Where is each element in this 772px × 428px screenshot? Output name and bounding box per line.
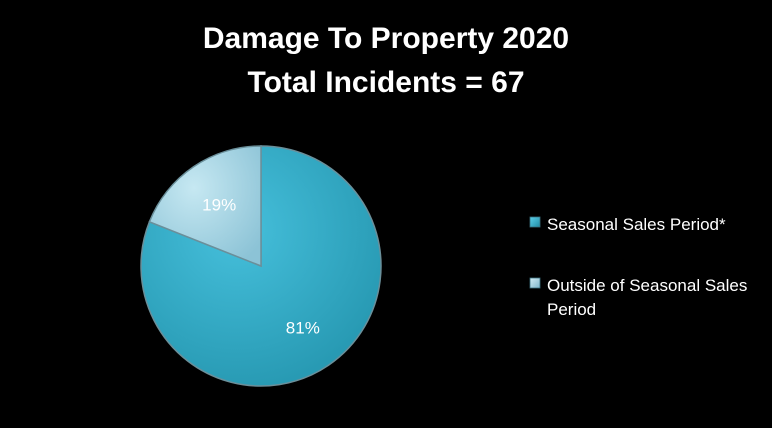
slice-labels: 81% 19%	[202, 196, 320, 338]
legend-swatch-1	[529, 277, 541, 289]
legend-item-1: Outside of Seasonal Sales Period	[529, 276, 747, 319]
pie-slices	[140, 145, 382, 387]
slice-value-label-1: 19%	[202, 196, 236, 215]
pie-slice-1	[148, 145, 262, 268]
legend: Seasonal Sales Period* Outside of Seasona…	[529, 215, 747, 319]
legend-label-1-line-0: Outside of Seasonal Sales	[547, 276, 747, 295]
legend-label-1-line-1: Period	[547, 300, 596, 319]
legend-swatch-0	[529, 216, 541, 228]
legend-label-0-line-0: Seasonal Sales Period*	[547, 215, 726, 234]
legend-item-0: Seasonal Sales Period*	[529, 215, 726, 234]
slice-value-label-0: 81%	[286, 319, 320, 338]
chart-title: Damage To Property 2020	[203, 22, 569, 55]
pie-slice-0	[140, 145, 382, 387]
chart-subtitle: Total Incidents = 67	[247, 66, 524, 99]
